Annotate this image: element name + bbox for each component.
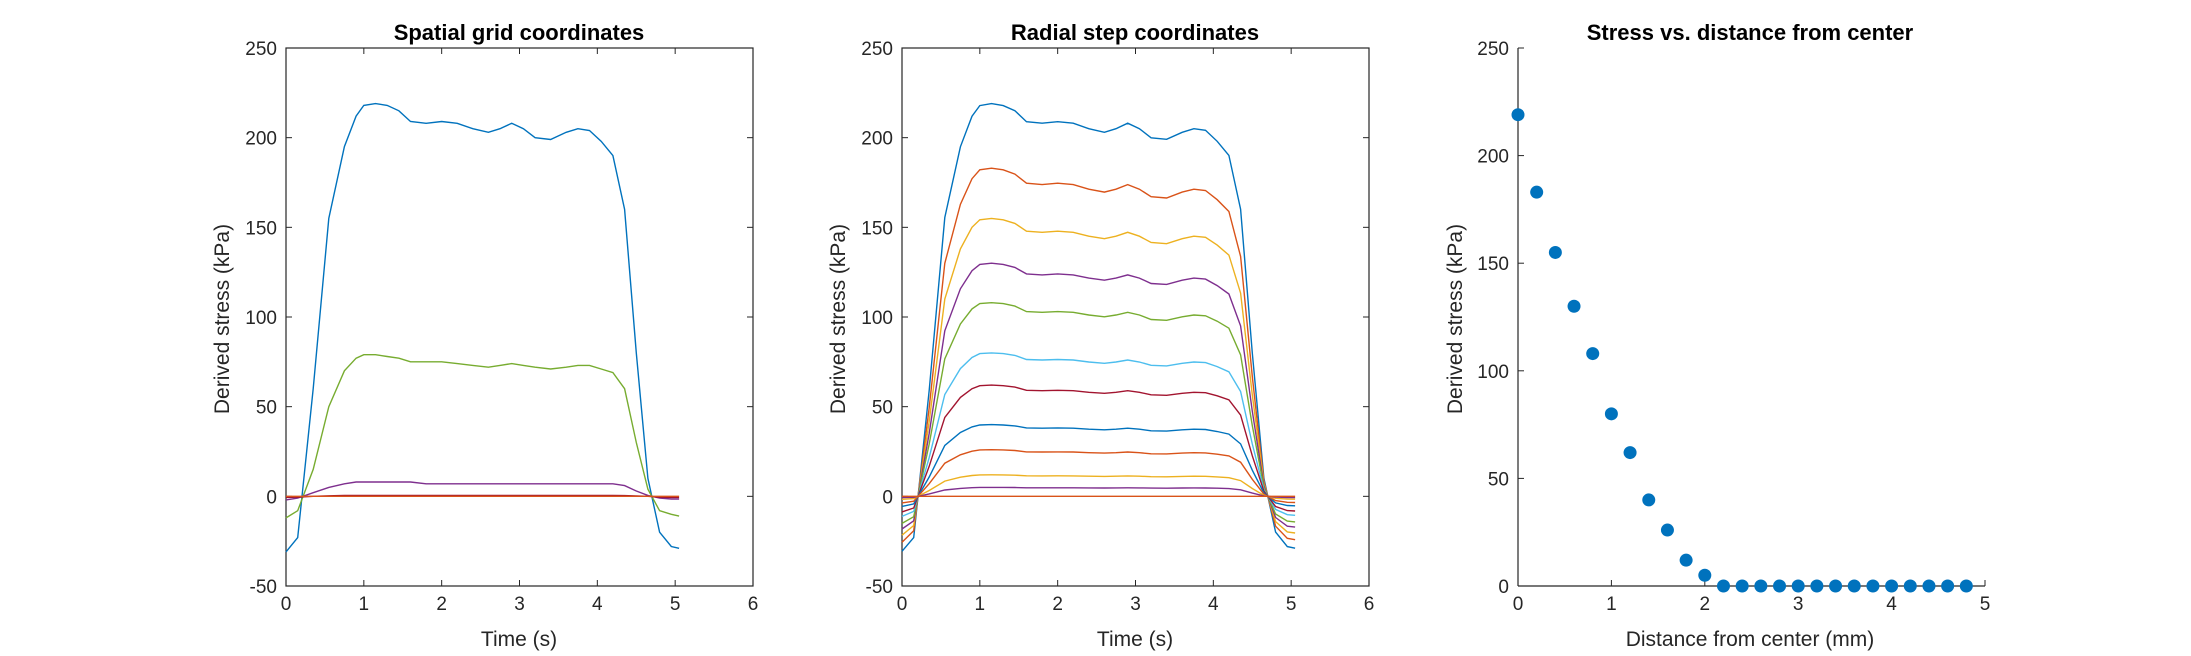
y-tick-label: 250: [861, 39, 893, 60]
y-tick-label: -50: [866, 577, 893, 598]
x-tick-label: 5: [1980, 594, 1991, 615]
data-point: [1530, 185, 1544, 199]
x-tick-label: 4: [1208, 594, 1219, 615]
data-point: [1567, 299, 1581, 313]
series-line: [285, 102, 680, 553]
chart-radial-step: Radial step coordinates Time (s) Derived…: [827, 20, 1374, 651]
data-point: [1586, 347, 1600, 361]
series-line: [901, 262, 1296, 530]
data-point: [1660, 523, 1674, 537]
x-tick-label: 2: [1052, 594, 1063, 615]
data-point: [1623, 446, 1637, 460]
series-line: [901, 352, 1296, 518]
x-tick-label: 0: [281, 594, 292, 615]
x-tick-label: 1: [975, 594, 986, 615]
x-axis-label: Time (s): [481, 628, 557, 651]
data-point: [1847, 579, 1861, 593]
y-tick-label: 50: [256, 398, 277, 419]
x-tick-label: 0: [1513, 594, 1524, 615]
data-point: [1791, 579, 1805, 593]
data-point: [1922, 579, 1936, 593]
y-tick-label: 50: [872, 398, 893, 419]
data-point: [1810, 579, 1824, 593]
chart-title: Stress vs. distance from center: [1587, 20, 1914, 45]
x-tick-label: 6: [1364, 594, 1375, 615]
y-tick-label: 150: [1477, 254, 1509, 275]
x-tick-label: 4: [1886, 594, 1897, 615]
data-point: [1604, 407, 1618, 421]
y-tick-label: 200: [1477, 147, 1509, 168]
data-point: [1829, 579, 1843, 593]
series-line: [901, 102, 1296, 552]
x-tick-label: 4: [592, 594, 603, 615]
x-tick-label: 5: [1286, 594, 1297, 615]
y-axis-label: Derived stress (kPa): [1444, 224, 1467, 414]
data-point: [1959, 579, 1973, 593]
data-point: [1716, 579, 1730, 593]
series-line: [901, 474, 1296, 500]
series-line: [901, 486, 1296, 499]
y-tick-label: 150: [245, 218, 277, 239]
data-point: [1903, 579, 1917, 593]
y-tick-label: 0: [882, 487, 893, 508]
y-tick-label: 50: [1488, 469, 1509, 490]
y-tick-label: 100: [245, 308, 277, 329]
data-point: [1698, 568, 1712, 582]
chart-spatial-grid: Spatial grid coordinates Time (s) Derive…: [211, 20, 758, 651]
series-line: [901, 301, 1296, 525]
data-point: [1642, 493, 1656, 507]
y-tick-label: 0: [1498, 577, 1509, 598]
x-tick-label: 0: [897, 594, 908, 615]
y-tick-label: 200: [861, 129, 893, 150]
y-tick-label: 0: [266, 487, 277, 508]
x-tick-label: 6: [748, 594, 759, 615]
x-tick-label: 3: [1793, 594, 1804, 615]
chart-title: Spatial grid coordinates: [394, 20, 645, 45]
y-tick-label: 150: [861, 218, 893, 239]
y-tick-label: 250: [245, 39, 277, 60]
y-tick-label: 100: [1477, 362, 1509, 383]
y-axis-label: Derived stress (kPa): [827, 224, 850, 414]
series-line: [901, 423, 1296, 508]
chart-title: Radial step coordinates: [1011, 20, 1259, 45]
series-line: [285, 494, 680, 499]
y-tick-label: 250: [1477, 39, 1509, 60]
data-point: [1548, 245, 1562, 259]
y-axis-label: Derived stress (kPa): [211, 224, 234, 414]
data-point: [1941, 579, 1955, 593]
data-point: [1679, 553, 1693, 567]
chart-stress-distance: Stress vs. distance from center Distance…: [1444, 20, 1990, 651]
series-line: [901, 448, 1296, 504]
x-axis-label: Time (s): [1097, 628, 1173, 651]
series-line: [285, 481, 680, 501]
data-point: [1866, 579, 1880, 593]
y-tick-label: 100: [861, 308, 893, 329]
x-tick-label: 1: [359, 594, 370, 615]
series-line: [901, 167, 1296, 543]
x-tick-label: 1: [1606, 594, 1617, 615]
data-point: [1773, 579, 1787, 593]
x-tick-label: 2: [1700, 594, 1711, 615]
x-axis-label: Distance from center (mm): [1626, 628, 1875, 651]
data-point: [1885, 579, 1899, 593]
x-tick-label: 3: [514, 594, 525, 615]
data-point: [1735, 579, 1749, 593]
series-line: [901, 217, 1296, 536]
x-tick-label: 5: [670, 594, 681, 615]
y-tick-label: 200: [245, 129, 277, 150]
y-tick-label: -50: [250, 577, 277, 598]
series-line: [901, 384, 1296, 513]
data-point: [1511, 108, 1525, 122]
series-line: [285, 354, 680, 519]
x-tick-label: 3: [1130, 594, 1141, 615]
x-tick-label: 2: [436, 594, 447, 615]
data-point: [1754, 579, 1768, 593]
